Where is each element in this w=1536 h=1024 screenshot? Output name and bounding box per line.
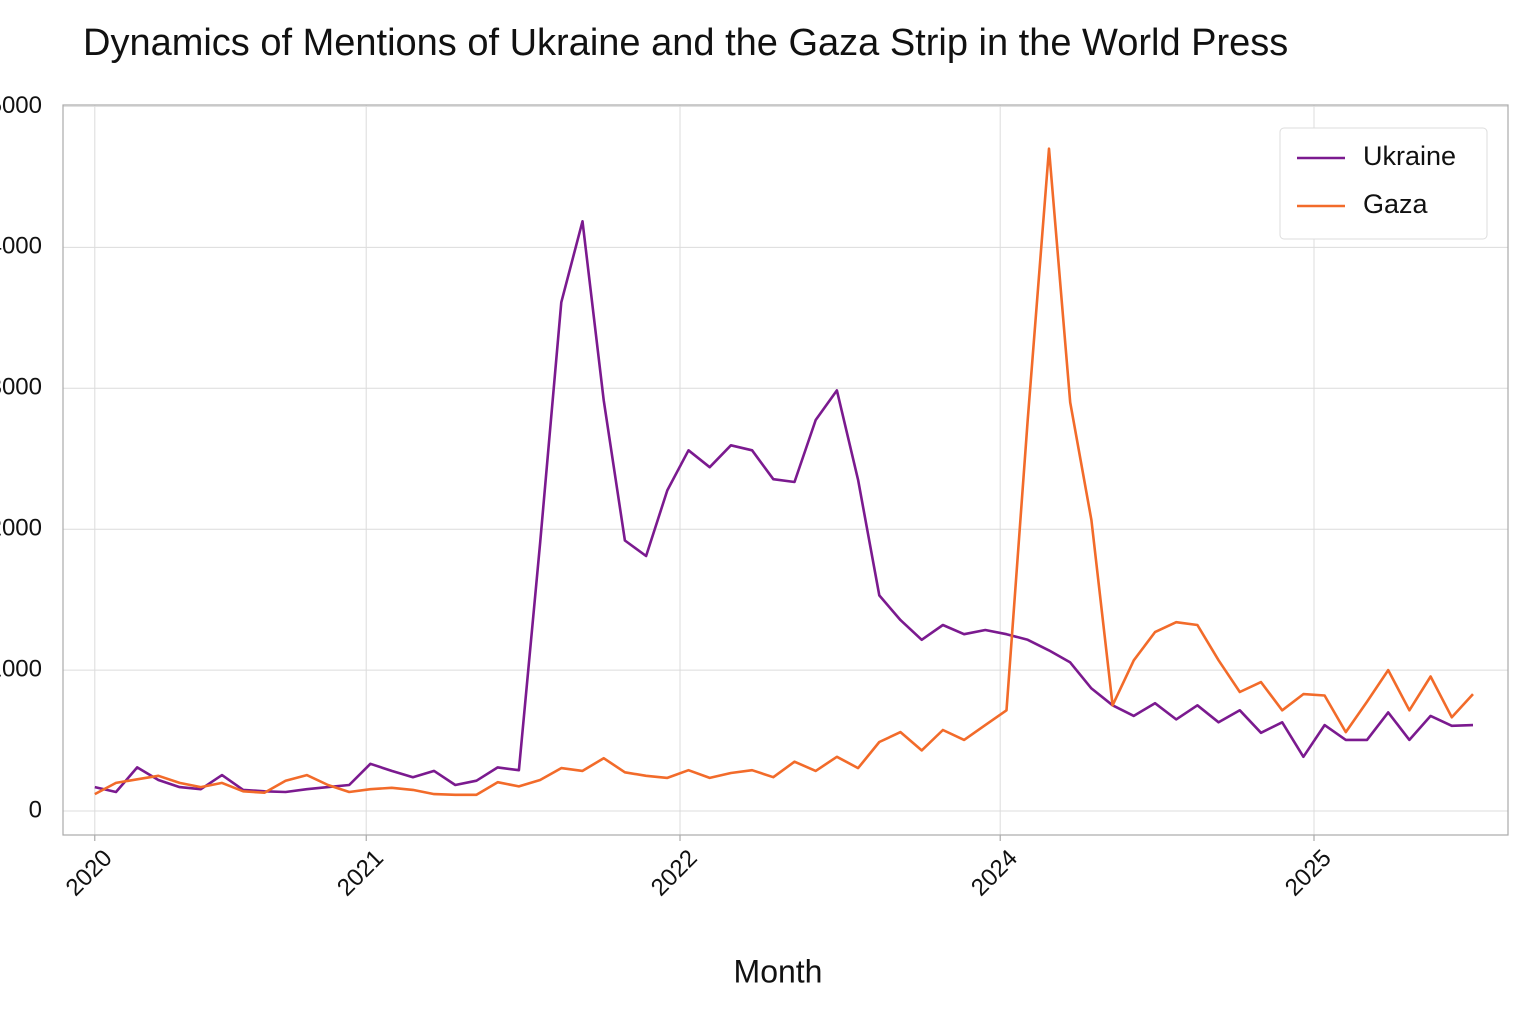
x-tick-label: 2025 [1280, 845, 1337, 902]
x-tick-label: 2024 [966, 845, 1023, 902]
legend-label: Gaza [1363, 189, 1429, 219]
y-tick-label: 5000 [0, 92, 42, 119]
x-tick-label: 2020 [61, 845, 118, 902]
data-line [94, 220, 1474, 794]
y-tick-label: 4000 [0, 233, 42, 260]
y-tick-label: 0 [29, 796, 42, 823]
y-tick-label: 1000 [0, 655, 42, 682]
legend-label: Ukraine [1363, 141, 1456, 171]
x-tick-label: 2021 [332, 845, 389, 902]
data-line [94, 147, 1474, 797]
plot-frame [62, 104, 1509, 836]
legend-box [1279, 127, 1488, 240]
x-axis-label: Month [734, 953, 823, 989]
x-tick-label: 2022 [646, 845, 703, 902]
chart-title: Dynamics of Mentions of Ukraine and the … [83, 22, 1288, 64]
y-tick-label: 3000 [0, 374, 42, 401]
y-tick-label: 2000 [0, 515, 42, 542]
